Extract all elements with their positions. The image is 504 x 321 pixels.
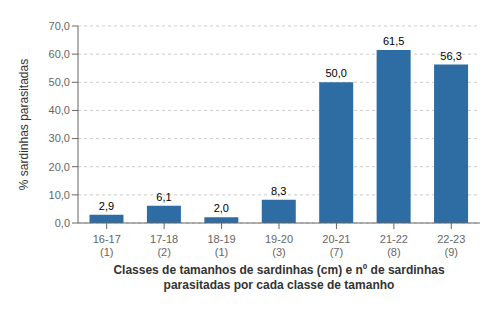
- svg-text:10,0: 10,0: [49, 189, 70, 201]
- svg-text:30,0: 30,0: [49, 132, 70, 144]
- svg-text:19-20(3): 19-20(3): [265, 233, 293, 258]
- svg-text:50,0: 50,0: [325, 67, 346, 79]
- svg-text:61,5: 61,5: [383, 35, 404, 47]
- html-text:Classes de tamanhos de sardinh: Classes de tamanhos de sardinhas (cm) e …: [113, 263, 445, 277]
- html-text:parasitadas por cada classe de: parasitadas por cada classe de tamanho: [163, 278, 395, 292]
- svg-text:% sardinhas parasitadas: % sardinhas parasitadas: [17, 59, 31, 190]
- svg-text:16-17(1): 16-17(1): [93, 233, 121, 258]
- svg-text:22-23(9): 22-23(9): [437, 233, 465, 258]
- svg-text:8,3: 8,3: [271, 185, 286, 197]
- svg-text:2,0: 2,0: [214, 202, 229, 214]
- svg-text:6,1: 6,1: [156, 191, 171, 203]
- svg-text:70,0: 70,0: [49, 20, 70, 32]
- svg-text:20,0: 20,0: [49, 161, 70, 173]
- svg-text:20-21(7): 20-21(7): [322, 233, 350, 258]
- svg-text:40,0: 40,0: [49, 104, 70, 116]
- svg-text:21-22(8): 21-22(8): [380, 233, 408, 258]
- svg-text:56,3: 56,3: [440, 50, 461, 62]
- svg-text:60,0: 60,0: [49, 48, 70, 60]
- svg-text:0,0: 0,0: [55, 217, 70, 229]
- svg-text:2,9: 2,9: [99, 200, 114, 212]
- svg-text:50,0: 50,0: [49, 76, 70, 88]
- svg-text:18-19(1): 18-19(1): [208, 233, 236, 258]
- svg-text:17-18(2): 17-18(2): [150, 233, 178, 258]
